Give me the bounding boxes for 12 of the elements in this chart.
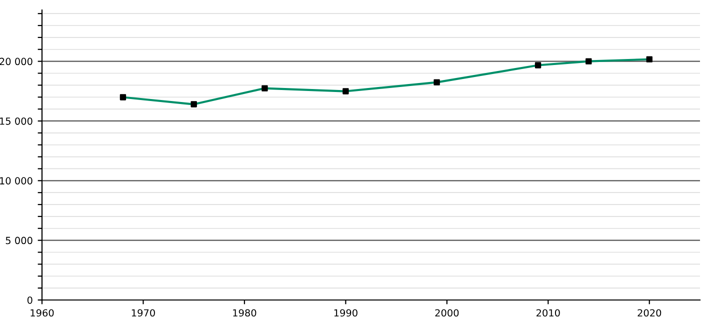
x-tick-label: 2020: [638, 309, 662, 317]
x-tick-label: 1960: [30, 309, 54, 317]
x-tick-label: 2000: [435, 309, 459, 317]
x-tick-label: 1970: [132, 309, 155, 317]
y-tick-label: 0: [27, 296, 32, 304]
y-tick-label: 15 000: [0, 117, 32, 125]
x-tick-label: 1980: [233, 309, 256, 317]
x-tick-label: 1990: [334, 309, 358, 317]
x-tick-label: 2010: [536, 309, 560, 317]
y-tick-label: 10 000: [0, 177, 32, 184]
y-tick-label: 5 000: [6, 236, 32, 244]
y-tick-label: 20 000: [0, 58, 32, 66]
